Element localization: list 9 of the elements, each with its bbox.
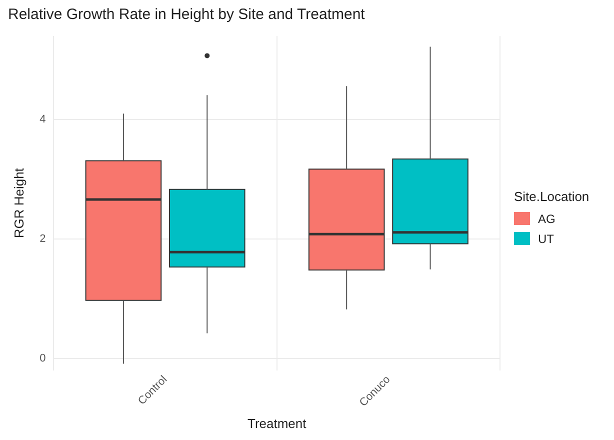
y-tick-label: 2 bbox=[40, 232, 46, 245]
legend-title: Site.Location bbox=[514, 188, 590, 204]
legend-label: AG bbox=[538, 212, 556, 226]
y-tick-label: 0 bbox=[40, 352, 46, 364]
chart-title: Relative Growth Rate in Height by Site and Treatment bbox=[8, 6, 366, 24]
x-axis-title: Treatment bbox=[247, 416, 307, 431]
legend-label: UT bbox=[538, 232, 554, 246]
y-axis-title: RGR Height bbox=[11, 168, 26, 238]
y-tick-label: 4 bbox=[40, 114, 46, 126]
